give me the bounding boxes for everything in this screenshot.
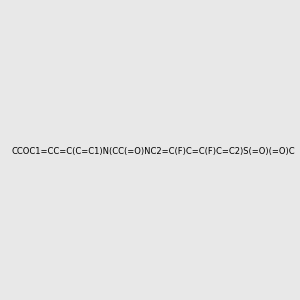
Text: CCOC1=CC=C(C=C1)N(CC(=O)NC2=C(F)C=C(F)C=C2)S(=O)(=O)C: CCOC1=CC=C(C=C1)N(CC(=O)NC2=C(F)C=C(F)C=… [12,147,296,156]
